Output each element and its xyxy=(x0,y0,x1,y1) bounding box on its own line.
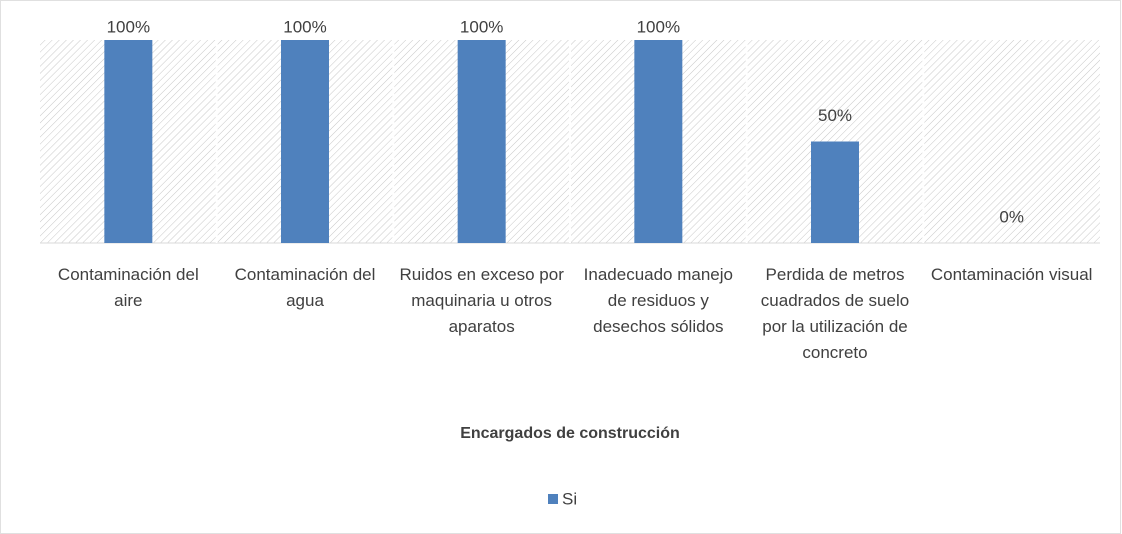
bar xyxy=(281,40,329,243)
data-label: 100% xyxy=(637,17,680,36)
legend-label: Si xyxy=(562,489,577,508)
bar xyxy=(811,141,859,243)
x-tick-label: Contaminación del agua xyxy=(234,265,376,310)
bar xyxy=(457,40,506,243)
x-tick-label: Contaminación visual xyxy=(930,265,1093,284)
data-label: 100% xyxy=(107,17,150,36)
x-tick-label: Contaminación del aire xyxy=(57,265,199,310)
data-label: 100% xyxy=(460,17,503,36)
data-label: 50% xyxy=(818,106,852,125)
x-tick-label: Perdida de metros cuadrados de suelo por… xyxy=(760,265,910,362)
legend-swatch xyxy=(548,494,558,504)
x-tick-label: Inadecuado manejo de residuos y desechos… xyxy=(583,265,733,336)
x-axis-title: Encargados de construcción xyxy=(460,425,680,442)
data-label: 0% xyxy=(999,207,1024,226)
bar xyxy=(104,40,153,243)
bar xyxy=(634,40,683,243)
data-label: 100% xyxy=(283,17,326,36)
x-tick-label: Ruidos en exceso por maquinaria u otros … xyxy=(399,265,564,336)
